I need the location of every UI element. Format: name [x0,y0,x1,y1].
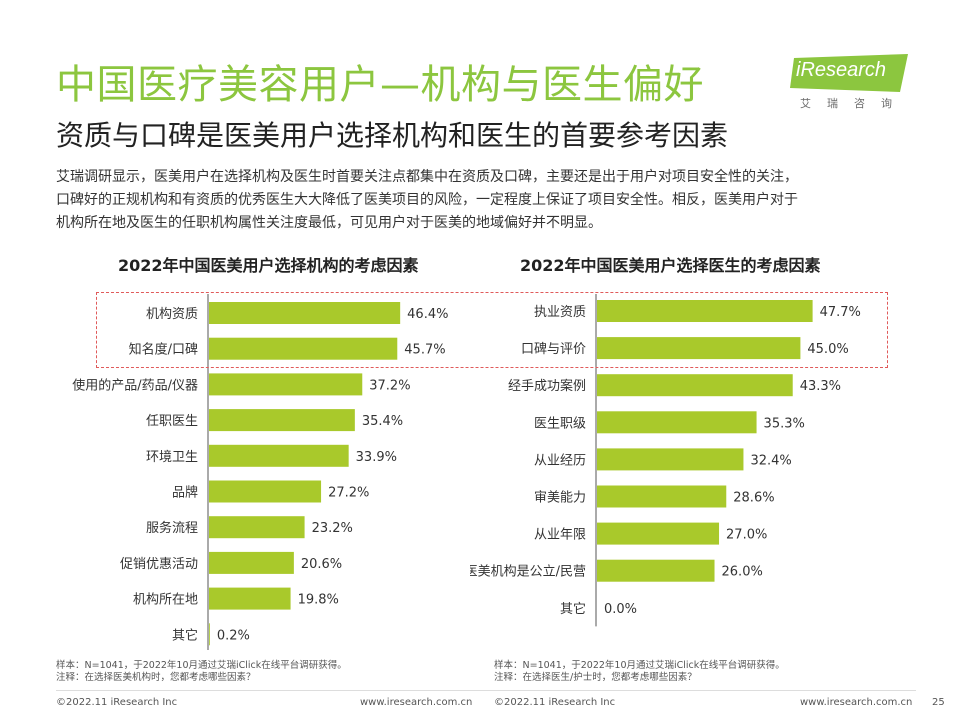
bar [209,337,398,360]
value-label: 23.2% [312,521,353,536]
note-left: 样本：N=1041，于2022年10月通过艾瑞iClick在线平台调研获得。 注… [56,660,347,684]
bar [209,444,349,467]
category-label: 服务流程 [146,520,198,536]
value-label: 47.7% [820,305,861,320]
chart-title-institution: 2022年中国医美用户选择机构的考虑因素 [118,256,419,275]
bar [597,337,801,360]
description-line: 口碑好的正规机构和有资质的优秀医生大大降低了医美项目的风险，一定程度上保证了项目… [56,192,798,208]
value-label: 37.2% [369,378,410,393]
note-remark: 注释：在选择医美机构时，您都考虑哪些因素？ [56,672,256,683]
bar [209,623,210,646]
page-subtitle: 资质与口碑是医美用户选择机构和医生的首要参考因素 [56,119,729,152]
bar [209,551,294,574]
bar [209,409,355,432]
value-label: 35.4% [362,414,403,429]
category-label: 机构资质 [146,307,198,322]
value-label: 46.4% [407,307,448,322]
note-sample: 样本：N=1041，于2022年10月通过艾瑞iClick在线平台调研获得。 [56,660,347,671]
category-label: 其它 [172,627,198,643]
category-label: 医生职级 [534,416,586,431]
chart-doctor: 执业资质 47.7% 口碑与评价 45.0% 经手成功案例 43.3% 医生职级 35.3% 从… [470,294,861,627]
category-label: 口碑与评价 [521,341,586,357]
value-label: 19.8% [298,593,339,608]
category-label: 使用的产品/药品/仪器 [72,377,198,393]
footer-url-left[interactable]: www.iresearch.com.cn [360,697,473,708]
value-label: 0.2% [217,628,250,643]
value-label: 33.9% [356,450,397,465]
value-label: 26.0% [722,565,763,580]
note-remark: 注释：在选择医生/护士时，您都考虑哪些因素？ [494,672,697,683]
category-label: 机构所在地 [133,593,198,608]
category-label: 其它 [560,601,586,617]
value-label: 35.3% [764,416,805,431]
bar [597,374,793,397]
footer-url-right[interactable]: www.iresearch.com.cn [800,697,913,708]
logo-subtext: 艾瑞咨询 [800,97,908,110]
category-label: 从业年限 [534,528,586,543]
category-label: 审美能力 [534,491,586,506]
bar [209,480,322,503]
description-line: 机构所在地及医生的任职机构属性关注度最低，可见用户对于医美的地域偏好并不明显。 [56,215,602,231]
value-label: 27.2% [328,486,369,501]
category-label: 任职医生 [146,414,198,429]
footer-copyright-left: ©2022.11 iResearch Inc [56,697,178,708]
category-label: 知名度/口碑 [129,342,198,358]
note-right: 样本：N=1041，于2022年10月通过艾瑞iClick在线平台调研获得。 注… [494,660,785,684]
category-label: 任职的医美机构是公立/民营 [470,564,586,580]
category-label: 环境卫生 [146,450,198,465]
bar [597,411,757,434]
footer-copyright-right: ©2022.11 iResearch Inc [494,697,616,708]
value-label: 0.0% [604,602,637,617]
value-label: 32.4% [750,453,791,468]
iresearch-logo [790,54,915,114]
bar [209,587,291,610]
chart-institution: 机构资质 46.4% 知名度/口碑 45.7% 使用的产品/药品/仪器 37.2% 任职医生… [72,294,448,650]
bar [597,485,727,508]
note-sample: 样本：N=1041，于2022年10月通过艾瑞iClick在线平台调研获得。 [494,660,785,671]
chart-title-doctor: 2022年中国医美用户选择医生的考虑因素 [520,256,821,275]
bar [597,300,813,322]
value-label: 43.3% [800,379,841,394]
category-label: 执业资质 [534,305,586,320]
value-label: 28.6% [733,491,774,506]
description-line: 艾瑞调研显示，医美用户在选择机构及医生时首要关注点都集中在资质及口碑，主要还是出… [56,169,798,185]
category-label: 经手成功案例 [508,379,586,394]
bar [597,522,720,545]
category-label: 品牌 [172,485,198,501]
value-label: 20.6% [301,557,342,572]
bar [209,516,305,539]
value-label: 45.7% [404,343,445,358]
value-label: 27.0% [726,528,767,543]
bar [597,448,744,471]
logo-text: iResearch [796,59,887,81]
bar [209,302,401,324]
bar [209,373,363,396]
page-number: 25 [932,697,945,708]
footer-divider [56,690,916,691]
category-label: 从业经历 [534,453,586,468]
bar [597,559,715,582]
description: 艾瑞调研显示，医美用户在选择机构及医生时首要关注点都集中在资质及口碑，主要还是出… [56,166,916,235]
page-title: 中国医疗美容用户—机构与医生偏好 [56,62,704,108]
value-label: 45.0% [807,342,848,357]
category-label: 促销优惠活动 [120,557,198,572]
